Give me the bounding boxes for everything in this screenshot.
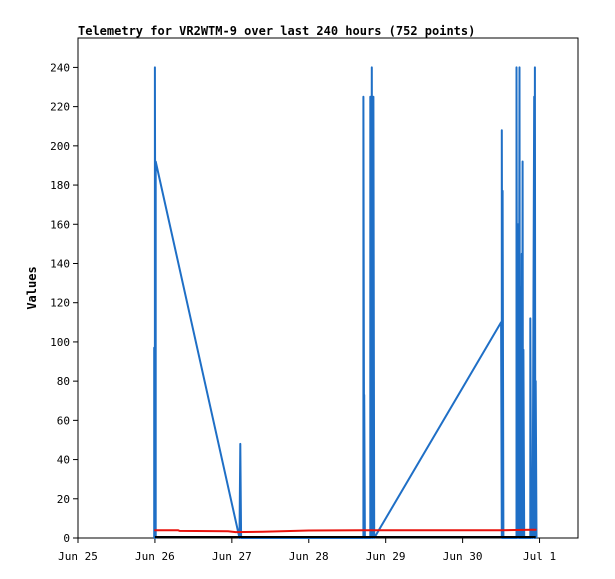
y-tick-label: 220 [50,101,70,114]
y-axis-label: Values [25,266,39,309]
y-tick-label: 200 [50,140,70,153]
plot-area [77,37,579,539]
y-tick-label: 0 [63,532,70,545]
y-tick-label: 160 [50,218,70,231]
y-tick-label: 80 [57,375,70,388]
chart-title: Telemetry for VR2WTM-9 over last 240 hou… [78,24,475,38]
x-tick-label: Jun 26 [135,550,175,563]
y-tick-label: 100 [50,336,70,349]
x-tick-label: Jul 1 [523,550,556,563]
x-tick-label: Jun 28 [289,550,329,563]
y-axis: 0 20 40 60 80 100 120 140 160 180 200 220 240 [50,61,78,545]
y-tick-label: 180 [50,179,70,192]
x-tick-label: Jun 27 [212,550,252,563]
y-tick-label: 140 [50,257,70,270]
x-tick-label: Jun 30 [443,550,483,563]
x-tick-label: Jun 29 [366,550,406,563]
y-tick-label: 240 [50,61,70,74]
x-tick-label: Jun 25 [58,550,98,563]
y-tick-label: 20 [57,493,70,506]
series-layer [153,66,538,539]
x-axis: Jun 25 Jun 26 Jun 27 Jun 28 Jun 29 Jun 30 Jul … [58,538,556,563]
y-tick-label: 60 [57,414,70,427]
y-tick-label: 120 [50,297,70,310]
series-line [154,528,537,534]
y-tick-label: 40 [57,454,70,467]
